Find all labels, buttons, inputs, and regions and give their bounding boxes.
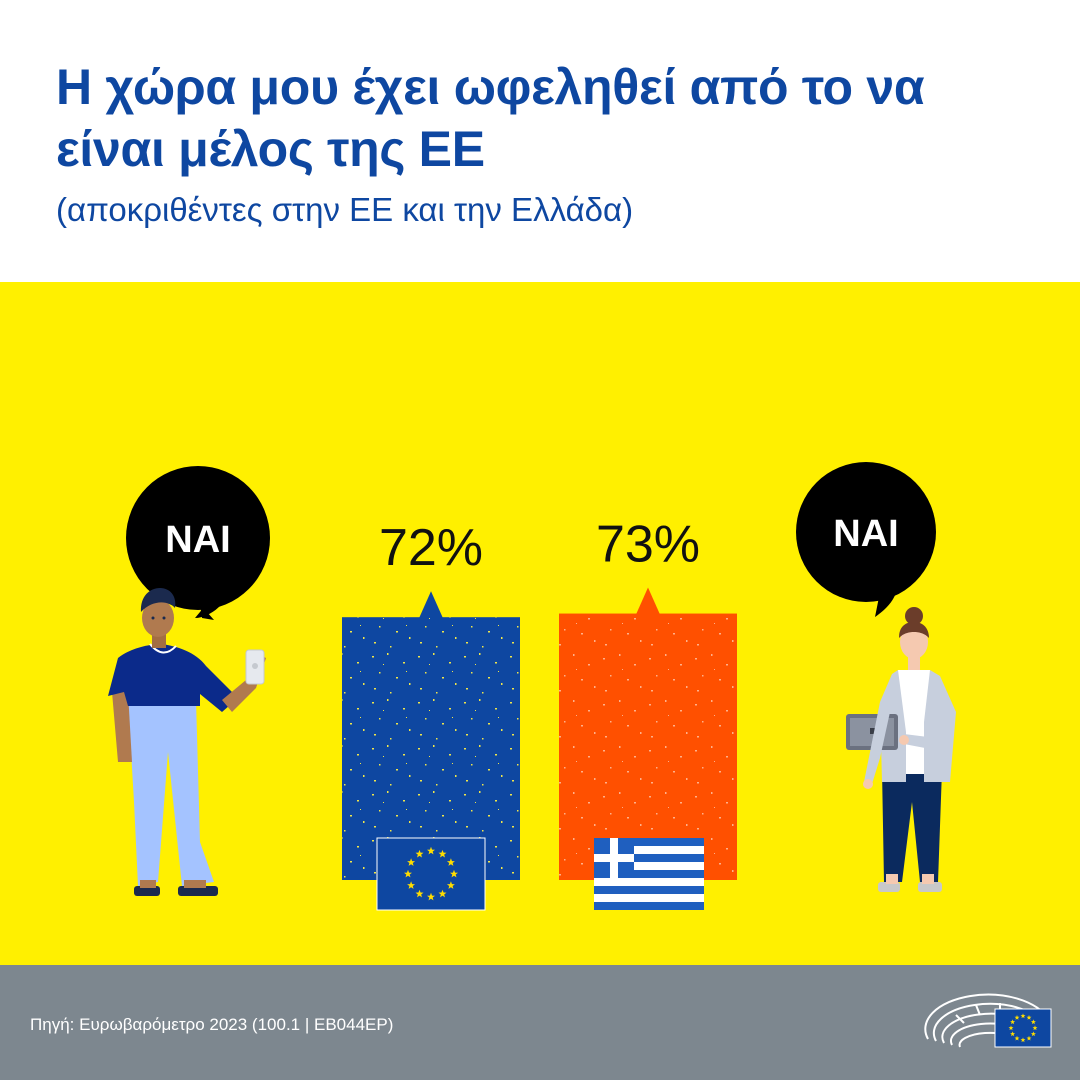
star-icon [438, 889, 447, 898]
bar-0 [342, 617, 520, 880]
star-icon [1008, 1025, 1014, 1031]
star-icon [1026, 1015, 1032, 1020]
star-icon [1032, 1025, 1038, 1031]
european-parliament-logo-icon [924, 993, 1052, 1048]
bar-pointer-0 [419, 591, 443, 619]
bars: 72% 73% [342, 516, 737, 880]
star-icon [1030, 1031, 1036, 1037]
speech-bubble-right: ΝΑΙ [796, 462, 936, 617]
speech-bubble-left-text: ΝΑΙ [165, 519, 230, 561]
star-icon [1014, 1015, 1020, 1020]
page-title: Η χώρα μου έχει ωφεληθεί από το να είναι… [56, 56, 1056, 180]
greece-flag-icon [594, 838, 704, 910]
star-icon [427, 846, 435, 855]
woman-with-laptop-illustration [846, 607, 956, 892]
star-icon [415, 849, 424, 858]
subtitle: (αποκριθέντες στην ΕΕ και την Ελλάδα) [56, 191, 634, 228]
star-icon [404, 869, 412, 878]
source-note: Πηγή: Ευρωβαρόμετρο 2023 (100.1 | EB044E… [30, 1015, 394, 1034]
man-with-phone-illustration [108, 588, 266, 896]
star-icon [407, 881, 416, 889]
star-icon [415, 889, 424, 898]
star-icon [1020, 1013, 1026, 1019]
star-icon [1014, 1035, 1020, 1041]
title-line-2: είναι μέλος της ΕΕ [56, 121, 485, 177]
star-icon [1010, 1019, 1016, 1025]
star-icon [1030, 1019, 1036, 1025]
title-line-1: Η χώρα μου έχει ωφεληθεί από το να [56, 59, 925, 115]
star-icon [1026, 1035, 1032, 1041]
star-icon [1020, 1037, 1026, 1043]
bar-1 [559, 613, 737, 880]
bar-group-0: 72% [342, 519, 520, 880]
star-icon [446, 858, 455, 866]
bar-value-label-0: 72% [379, 519, 483, 577]
speech-bubble-right-text: ΝΑΙ [833, 513, 898, 555]
footer: Πηγή: Ευρωβαρόμετρο 2023 (100.1 | EB044E… [0, 965, 1080, 1080]
star-icon [1010, 1031, 1016, 1037]
header: Η χώρα μου έχει ωφεληθεί από το να είναι… [0, 0, 1080, 282]
bar-group-1: 73% [559, 516, 737, 880]
chart-area: 72% 73% ΝΑΙ ΝΑΙ [0, 282, 1080, 965]
star-icon [446, 881, 455, 889]
bar-chart: 72% 73% ΝΑΙ ΝΑΙ [108, 462, 956, 911]
star-icon [407, 858, 416, 866]
eu-flag-icon [376, 837, 486, 911]
star-icon [438, 849, 447, 858]
star-icon [450, 869, 458, 878]
bar-value-label-1: 73% [596, 516, 700, 574]
speech-bubble-left: ΝΑΙ [126, 466, 270, 620]
bar-pointer-1 [636, 587, 660, 615]
star-icon [427, 892, 435, 901]
